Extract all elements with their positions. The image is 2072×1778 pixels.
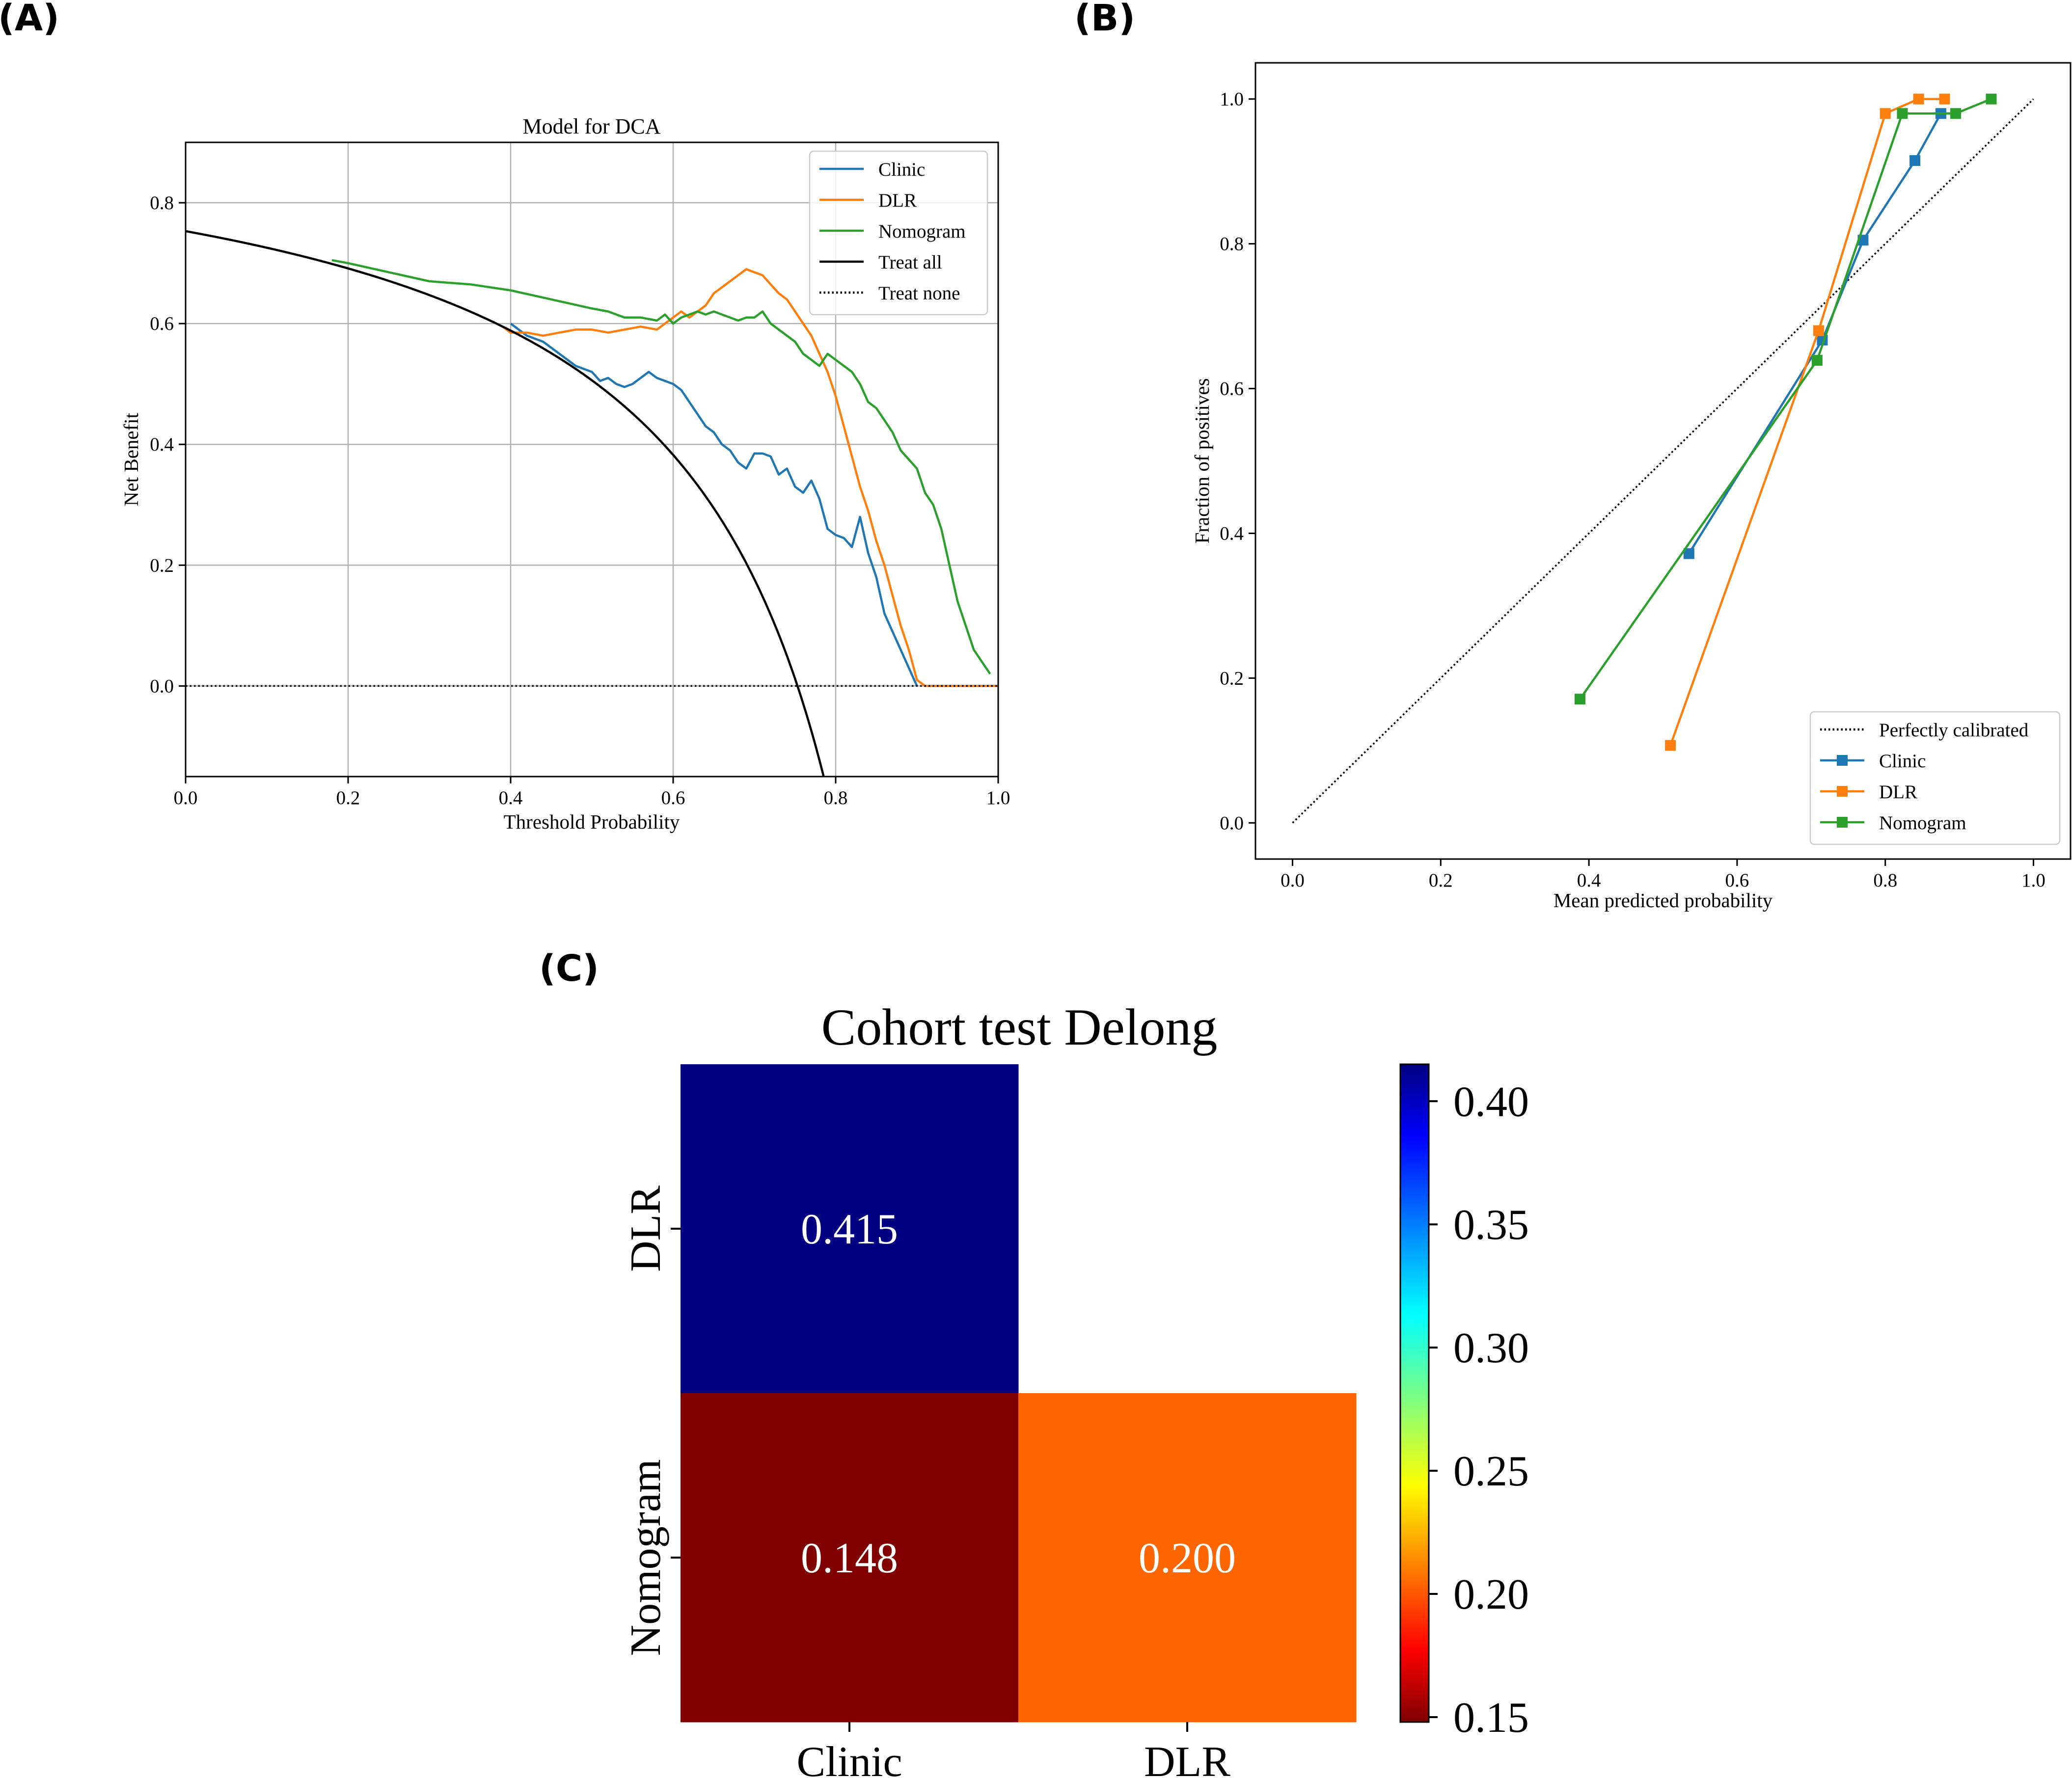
dca-series-clinic bbox=[510, 323, 918, 687]
calibration-ticks: 0.0 0.2 0.4 0.6 0.8 1.0 0.0 0.2 0.4 0.6 0.8 1.0 bbox=[1220, 89, 2045, 891]
heatmap-cells: 0.415 0.148 0.200 bbox=[681, 1064, 1357, 1723]
colorbar-tick-label: 0.30 bbox=[1453, 1324, 1529, 1372]
calibration-point-dlr bbox=[1880, 108, 1891, 119]
calibration-legend-label: Nomogram bbox=[1879, 812, 1966, 834]
calibration-point-nomogram bbox=[1897, 108, 1908, 119]
heatmap-y-label: Nomogram bbox=[622, 1459, 670, 1656]
heatmap-cell-label: 0.200 bbox=[1139, 1535, 1236, 1582]
dca-y-tick-label: 0.2 bbox=[150, 555, 174, 576]
dca-y-tick-label: 0.0 bbox=[150, 675, 174, 697]
dca-legend-label: DLR bbox=[878, 190, 917, 211]
dca-x-tick-label: 0.6 bbox=[661, 787, 685, 808]
colorbar-tick-label: 0.40 bbox=[1453, 1078, 1529, 1126]
calibration-series-perfectly-calibrated bbox=[1292, 98, 2034, 824]
calibration-legend-label: Clinic bbox=[1879, 751, 1926, 772]
calibration-legend-box bbox=[1809, 711, 2061, 845]
calibration-legend-label: Perfectly calibrated bbox=[1879, 720, 2029, 741]
calibration-y-tick-label: 0.8 bbox=[1220, 234, 1244, 255]
calibration-x-tick-label: 1.0 bbox=[2021, 870, 2045, 891]
heatmap-ticks: Clinic DLR DLR Nomogram bbox=[622, 1185, 1230, 1778]
calibration-y-tick-label: 0.0 bbox=[1220, 812, 1244, 834]
calibration-x-tick-label: 0.2 bbox=[1429, 870, 1453, 891]
calibration-point-nomogram bbox=[1574, 694, 1585, 705]
calibration-point-clinic bbox=[1909, 155, 1921, 166]
dca-legend-label: Nomogram bbox=[878, 221, 966, 242]
calibration-legend-marker bbox=[1837, 817, 1848, 828]
dca-y-tick-label: 0.8 bbox=[150, 192, 174, 214]
heatmap-colorbar: 0.15 0.20 0.25 0.30 0.35 0.40 bbox=[1399, 1063, 1529, 1742]
heatmap-cell bbox=[681, 1064, 1019, 1394]
heatmap-cell-label: 0.148 bbox=[801, 1535, 898, 1582]
calibration-y-axis-label: Fraction of positives bbox=[1191, 378, 1213, 543]
calibration-x-axis-label: Mean predicted probability bbox=[1554, 889, 1773, 912]
calibration-chart: 0.0 0.2 0.4 0.6 0.8 1.0 0.0 0.2 0.4 0.6 0.8 1.0 Mea… bbox=[1191, 62, 2072, 912]
calibration-series-dlr bbox=[1669, 98, 1945, 746]
calibration-x-tick-label: 0.0 bbox=[1281, 870, 1305, 891]
calibration-point-dlr bbox=[1939, 93, 1950, 105]
panel-label-a: (A) bbox=[0, 0, 59, 39]
dca-x-tick-label: 0.8 bbox=[824, 787, 848, 808]
calibration-series bbox=[1292, 93, 2034, 824]
dca-x-tick-label: 0.4 bbox=[499, 787, 523, 808]
dca-series bbox=[186, 230, 998, 777]
panel-label-b: (B) bbox=[1074, 0, 1135, 39]
calibration-x-tick-label: 0.4 bbox=[1577, 870, 1601, 891]
dca-legend-label: Clinic bbox=[878, 159, 925, 180]
dca-ticks: 0.0 0.2 0.4 0.6 0.8 1.0 0.0 0.2 0.4 0.6 0.8 bbox=[150, 192, 1010, 808]
heatmap-cell bbox=[1018, 1393, 1357, 1723]
calibration-point-clinic bbox=[1683, 548, 1694, 559]
calibration-y-tick-label: 0.2 bbox=[1220, 668, 1244, 689]
dca-plot-frame bbox=[185, 141, 999, 778]
heatmap-y-label: DLR bbox=[622, 1185, 670, 1272]
calibration-plot-frame bbox=[1254, 62, 2072, 860]
calibration-point-dlr bbox=[1813, 325, 1824, 336]
colorbar-tick-label: 0.35 bbox=[1453, 1201, 1529, 1249]
colorbar-tick-label: 0.20 bbox=[1453, 1571, 1529, 1618]
dca-legend-label: Treat none bbox=[878, 283, 960, 304]
calibration-point-dlr bbox=[1665, 740, 1676, 751]
calibration-y-tick-label: 1.0 bbox=[1220, 89, 1244, 110]
dca-legend-label: Treat all bbox=[878, 252, 942, 273]
calibration-point-nomogram bbox=[1811, 355, 1823, 366]
calibration-point-nomogram bbox=[1986, 93, 1997, 105]
dca-y-tick-label: 0.4 bbox=[150, 434, 174, 455]
heatmap-x-label: DLR bbox=[1144, 1738, 1230, 1778]
dca-legend-box bbox=[809, 150, 988, 316]
calibration-x-tick-label: 0.6 bbox=[1725, 870, 1749, 891]
dca-title: Model for DCA bbox=[522, 114, 660, 138]
dca-x-tick-label: 1.0 bbox=[986, 787, 1010, 808]
calibration-y-tick-label: 0.6 bbox=[1220, 378, 1244, 400]
heatmap-cell-label: 0.415 bbox=[801, 1206, 898, 1253]
calibration-legend-label: DLR bbox=[1879, 781, 1917, 803]
calibration-x-tick-label: 0.8 bbox=[1873, 870, 1897, 891]
panel-label-c: (C) bbox=[539, 947, 599, 990]
calibration-legend: Perfectly calibrated Clinic DLR Nomogram bbox=[1809, 711, 2061, 845]
colorbar-tick-label: 0.15 bbox=[1453, 1694, 1529, 1742]
dca-chart: 0.0 0.2 0.4 0.6 0.8 1.0 0.0 0.2 0.4 0.6 0.8 Model … bbox=[120, 114, 1010, 833]
dca-x-tick-label: 0.2 bbox=[336, 787, 360, 808]
calibration-legend-marker bbox=[1837, 755, 1848, 766]
dca-series-nomogram bbox=[331, 259, 991, 675]
dca-x-tick-label: 0.0 bbox=[174, 787, 198, 808]
dca-y-tick-label: 0.6 bbox=[150, 313, 174, 334]
colorbar-gradient bbox=[1399, 1063, 1430, 1723]
calibration-legend-marker bbox=[1837, 786, 1848, 797]
heatmap-cell bbox=[681, 1393, 1019, 1723]
calibration-point-nomogram bbox=[1950, 108, 1962, 119]
dca-series-treat-all bbox=[186, 230, 825, 777]
delong-heatmap: Cohort test Delong 0.415 0.148 0.200 Clini… bbox=[622, 998, 1529, 1778]
colorbar-ticks: 0.15 0.20 0.25 0.30 0.35 0.40 bbox=[1429, 1078, 1529, 1742]
heatmap-title: Cohort test Delong bbox=[821, 998, 1218, 1056]
heatmap-x-label: Clinic bbox=[796, 1738, 902, 1778]
dca-legend: Clinic DLR Nomogram Treat all Treat none bbox=[809, 150, 988, 316]
calibration-y-tick-label: 0.4 bbox=[1220, 523, 1244, 544]
calibration-point-dlr bbox=[1913, 93, 1924, 105]
dca-series-dlr bbox=[502, 268, 998, 687]
dca-y-axis-label: Net Benefit bbox=[120, 412, 142, 506]
colorbar-tick-label: 0.25 bbox=[1453, 1448, 1529, 1495]
dca-x-axis-label: Threshold Probability bbox=[504, 810, 680, 833]
